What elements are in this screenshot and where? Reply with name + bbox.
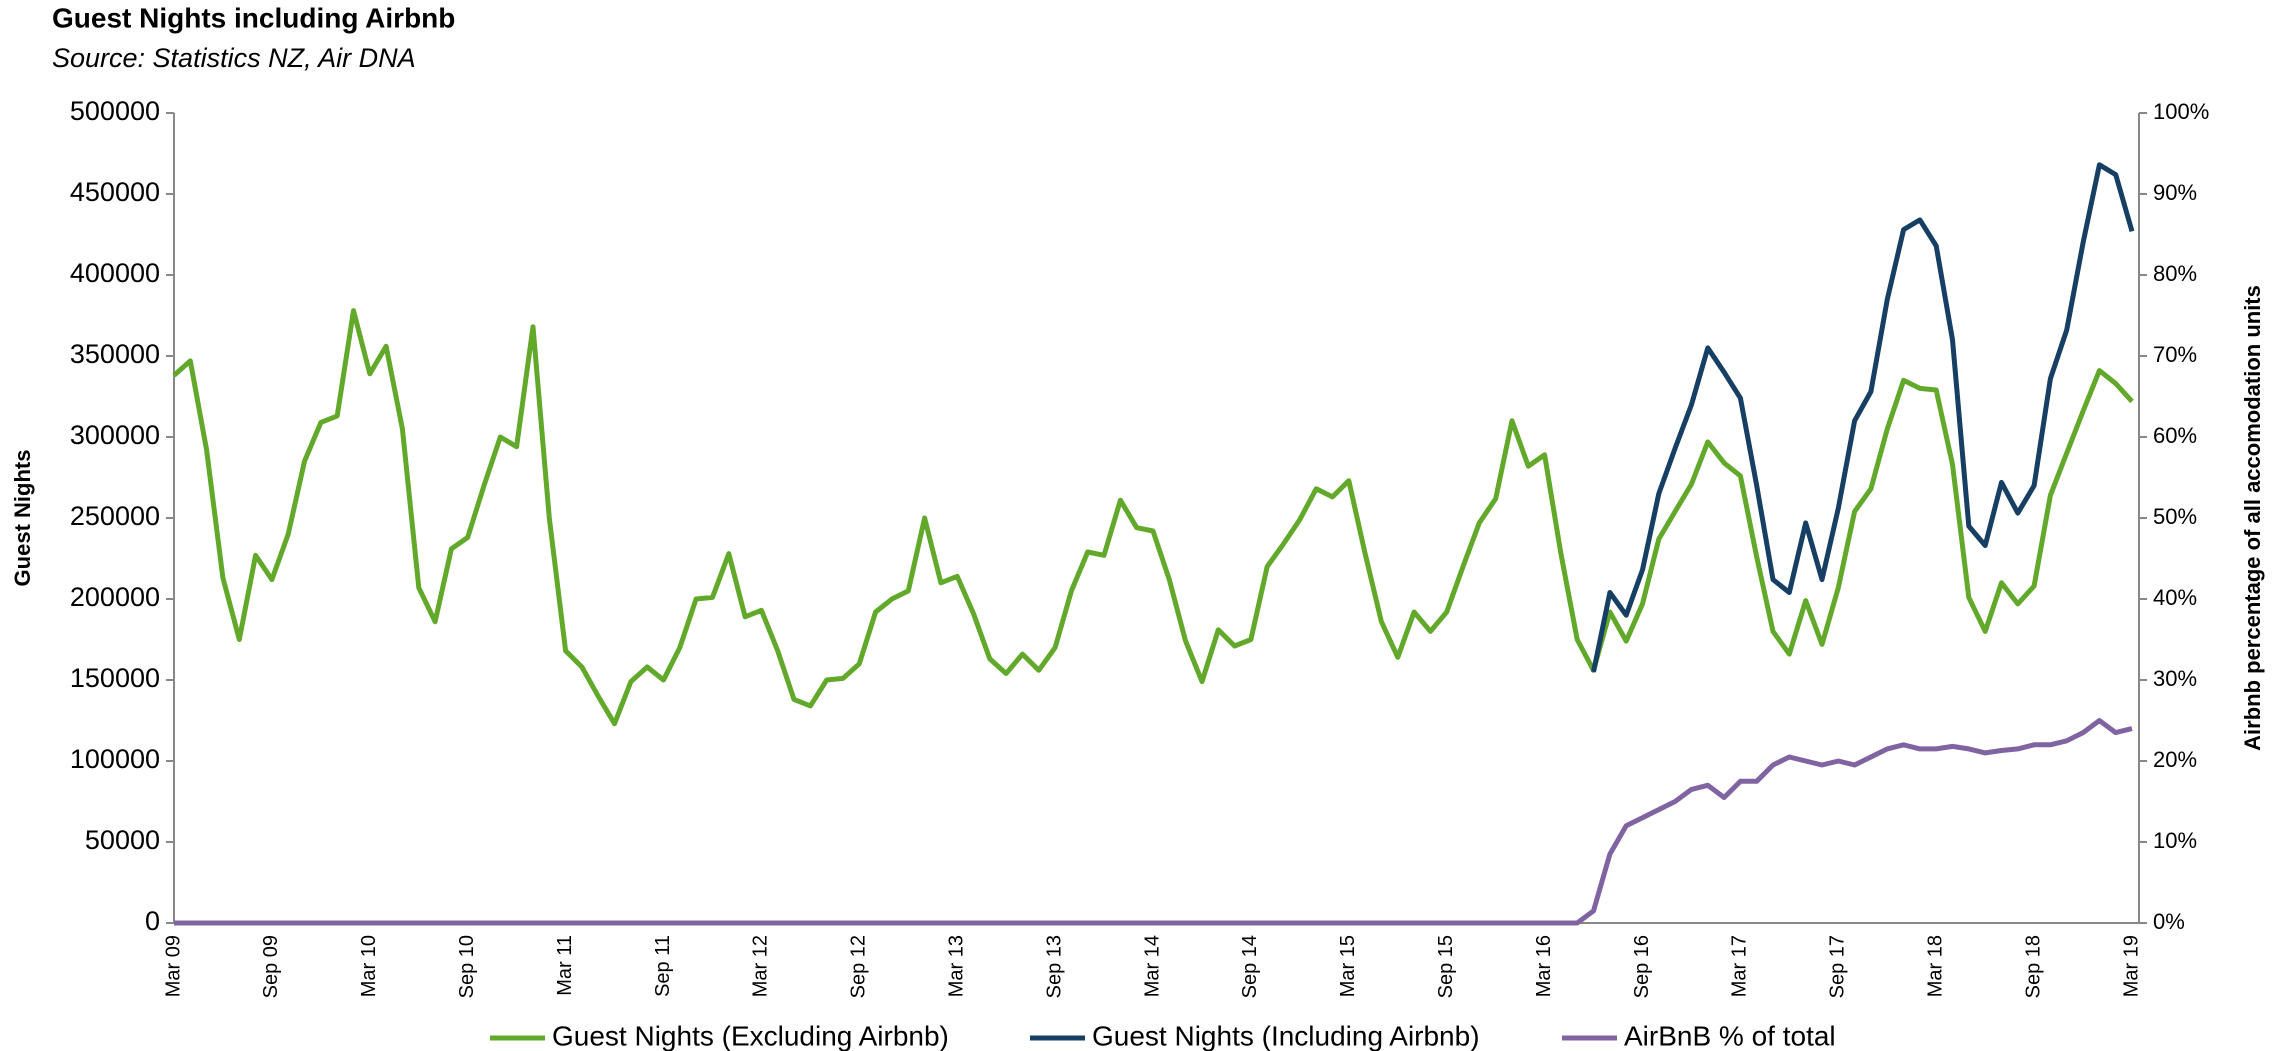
y-tick-label: 350000 xyxy=(70,339,160,369)
series-line xyxy=(1591,162,2135,673)
y-tick-label: 450000 xyxy=(70,177,160,207)
y-tick-label: 150000 xyxy=(70,663,160,693)
legend-label: Guest Nights (Including Airbnb) xyxy=(1092,1020,1480,1051)
y2-tick-label: 40% xyxy=(2153,585,2197,610)
y2-tick-label: 70% xyxy=(2153,342,2197,367)
series-line xyxy=(174,718,2133,926)
y2-tick-label: 100% xyxy=(2153,99,2209,124)
y2-axis-title: Airbnb percentage of all accomodation un… xyxy=(2240,285,2265,751)
y-tick-label: 500000 xyxy=(70,96,160,126)
x-tick-label: Sep 11 xyxy=(652,935,674,997)
x-tick-label: Sep 12 xyxy=(848,935,870,998)
y2-tick-label: 0% xyxy=(2153,909,2185,934)
x-tick-label: Mar 19 xyxy=(2120,935,2142,997)
legend-label: AirBnB % of total xyxy=(1624,1020,1836,1051)
x-tick-label: Sep 14 xyxy=(1239,935,1261,998)
y-tick-label: 300000 xyxy=(70,420,160,450)
y-axis-title: Guest Nights xyxy=(10,450,35,587)
x-tick-label: Sep 15 xyxy=(1435,935,1457,998)
legend-label: Guest Nights (Excluding Airbnb) xyxy=(552,1020,949,1051)
y2-tick-label: 10% xyxy=(2153,828,2197,853)
x-tick-label: Mar 18 xyxy=(1924,935,1946,997)
x-tick-label: Mar 14 xyxy=(1141,935,1163,997)
x-tick-label: Mar 16 xyxy=(1533,935,1555,997)
x-tick-label: Mar 12 xyxy=(750,935,772,997)
y-tick-label: 400000 xyxy=(70,258,160,288)
x-tick-label: Mar 15 xyxy=(1337,935,1359,997)
y2-tick-label: 30% xyxy=(2153,666,2197,691)
x-tick-label: Sep 10 xyxy=(456,935,478,998)
x-tick-label: Sep 16 xyxy=(1631,935,1653,998)
y-tick-label: 250000 xyxy=(70,501,160,531)
y2-tick-label: 50% xyxy=(2153,504,2197,529)
chart-title: Guest Nights including Airbnb xyxy=(52,2,455,33)
y-tick-label: 100000 xyxy=(70,744,160,774)
y-tick-label: 200000 xyxy=(70,582,160,612)
chart-subtitle: Source: Statistics NZ, Air DNA xyxy=(52,43,416,73)
x-tick-label: Sep 18 xyxy=(2022,935,2044,998)
y2-tick-label: 80% xyxy=(2153,261,2197,286)
y-tick-label: 0 xyxy=(145,906,160,936)
y2-tick-label: 20% xyxy=(2153,747,2197,772)
y2-tick-label: 90% xyxy=(2153,180,2197,205)
x-tick-label: Sep 13 xyxy=(1043,935,1065,998)
x-tick-label: Mar 17 xyxy=(1729,935,1751,997)
x-tick-label: Mar 13 xyxy=(945,935,967,997)
x-tick-label: Sep 09 xyxy=(260,935,282,998)
x-tick-label: Mar 09 xyxy=(162,935,184,997)
x-tick-label: Sep 17 xyxy=(1827,935,1849,998)
y-tick-label: 50000 xyxy=(85,825,160,855)
x-tick-label: Mar 10 xyxy=(358,935,380,997)
y2-tick-label: 60% xyxy=(2153,423,2197,448)
series-line xyxy=(172,308,2134,727)
x-tick-label: Mar 11 xyxy=(554,935,576,996)
